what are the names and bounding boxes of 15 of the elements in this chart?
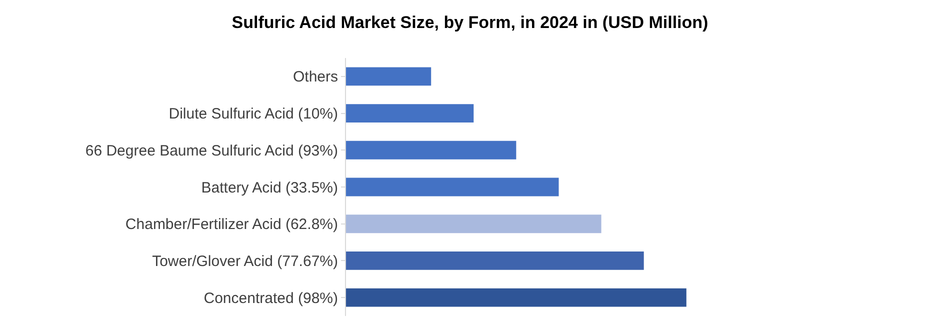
bar <box>346 252 644 270</box>
bar <box>346 104 474 122</box>
bar <box>346 178 559 196</box>
y-tick-label: Chamber/Fertilizer Acid (62.8%) <box>125 216 338 234</box>
bar <box>346 288 686 307</box>
bar <box>346 214 602 234</box>
y-tick-label: Tower/Glover Acid (77.67%) <box>152 252 338 270</box>
y-tick-label: Dilute Sulfuric Acid (10%) <box>168 106 338 123</box>
chart-title: Sulfuric Acid Market Size, by Form, in 2024 in (USD Million) <box>232 13 708 32</box>
y-tick-label: Others <box>292 68 338 86</box>
bar <box>346 140 516 160</box>
y-tick-label: 66 Degree Baume Sulfuric Acid (93%) <box>85 142 338 160</box>
y-tick-label: Battery Acid (33.5%) <box>201 179 338 196</box>
y-tick-label: Concentrated (98%) <box>204 290 338 307</box>
bar <box>346 67 432 86</box>
